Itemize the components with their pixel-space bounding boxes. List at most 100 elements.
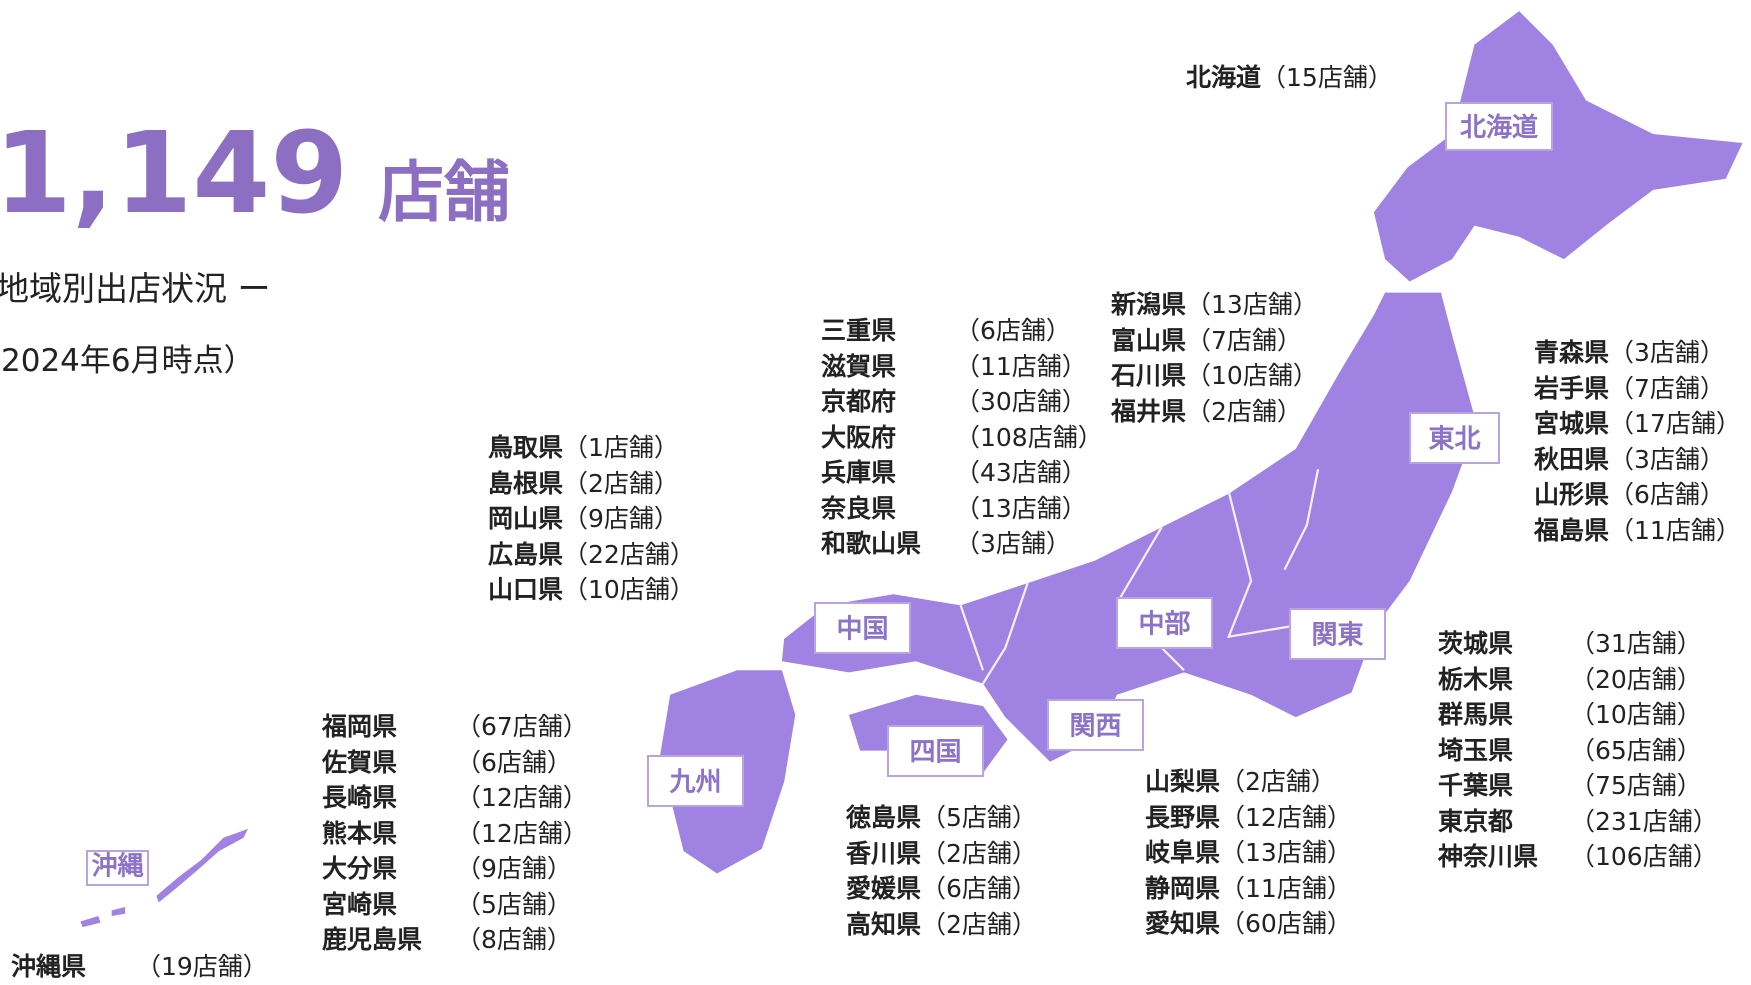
prefecture-name: 鹿児島県 — [322, 925, 423, 954]
prefecture-name: 三重県 — [821, 316, 897, 345]
prefecture-count: （15店舗） — [1261, 63, 1393, 92]
prefecture-row: 兵庫県 （43店舗） — [821, 455, 1103, 491]
prefecture-row: 青森県 （3店舗） — [1534, 335, 1741, 371]
prefecture-count: （6店舗） — [955, 316, 1071, 345]
prefecture-row: 滋賀県 （11店舗） — [821, 349, 1103, 385]
prefecture-name: 山形県 — [1534, 480, 1610, 509]
prefecture-group: 新潟県 （13店舗） 富山県 （7店舗） 石川県 （10店舗） 福井県 （2店舗） — [1111, 287, 1318, 429]
prefecture-name: 大分県 — [322, 854, 398, 883]
prefecture-row: 香川県 （2店舗） — [846, 836, 1037, 872]
prefecture-count: （1店舗） — [563, 433, 679, 462]
prefecture-name: 北海道 — [1186, 63, 1262, 92]
prefecture-count: （12店舗） — [456, 783, 588, 812]
prefecture-name: 徳島県 — [846, 803, 922, 832]
prefecture-count: （67店舗） — [456, 712, 588, 741]
prefecture-name: 群馬県 — [1438, 700, 1514, 729]
region-label: 中部 — [1138, 609, 1190, 639]
prefecture-row: 佐賀県 （6店舗） — [322, 745, 588, 781]
prefecture-count: （60店舗） — [1220, 909, 1352, 938]
prefecture-row: 福島県 （11店舗） — [1534, 513, 1741, 549]
total-unit: 店舗 — [378, 154, 510, 231]
region-box — [814, 602, 911, 654]
prefecture-name: 香川県 — [846, 838, 922, 868]
prefecture-group: 三重県 （6店舗） 滋賀県 （11店舗） 京都府 （30店舗） 大阪府 （108店舗） 兵庫県 （… — [821, 313, 1103, 562]
prefecture-name: 福島県 — [1534, 515, 1610, 545]
prefecture-row: 茨城県 （31店舗） — [1438, 626, 1718, 662]
prefecture-count: （2店舗） — [563, 468, 679, 498]
prefecture-row: 長崎県 （12店舗） — [322, 780, 588, 816]
prefecture-name: 宮城県 — [1534, 409, 1610, 438]
prefecture-name: 大阪府 — [821, 422, 897, 452]
prefecture-row: 福井県 （2店舗） — [1111, 394, 1318, 430]
prefecture-name: 佐賀県 — [322, 747, 398, 777]
prefecture-count: （12店舗） — [456, 818, 588, 848]
prefecture-row: 鳥取県 （1店舗） — [488, 430, 695, 466]
prefecture-group: 茨城県 （31店舗） 栃木県 （20店舗） 群馬県 （10店舗） 埼玉県 （65店舗） 千葉県 （… — [1438, 626, 1718, 875]
prefecture-row: 山形県 （6店舗） — [1534, 477, 1741, 513]
prefecture-row: 大阪府 （108店舗） — [821, 420, 1103, 456]
prefecture-name: 滋賀県 — [821, 351, 897, 381]
prefecture-row: 大分県 （9店舗） — [322, 851, 588, 887]
prefecture-name: 兵庫県 — [821, 458, 897, 487]
prefecture-group: 山梨県 （2店舗） 長野県 （12店舗） 岐阜県 （13店舗） 静岡県 （11店舗） 愛知県 （6… — [1145, 764, 1352, 942]
prefecture-group: 福岡県 （67店舗） 佐賀県 （6店舗） 長崎県 （12店舗） 熊本県 （12店舗） 大分県 （9… — [322, 709, 588, 958]
prefecture-count: （3店舗） — [1609, 444, 1725, 474]
prefecture-group: 青森県 （3店舗） 岩手県 （7店舗） 宮城県 （17店舗） 秋田県 （3店舗） 山形県 （6店舗… — [1534, 335, 1741, 548]
prefecture-row: 愛知県 （60店舗） — [1145, 906, 1352, 942]
prefecture-name: 福岡県 — [322, 712, 398, 741]
prefecture-count: （22店舗） — [563, 539, 695, 569]
prefecture-count: （13店舗） — [1220, 838, 1352, 867]
prefecture-name: 熊本県 — [322, 818, 398, 848]
prefecture-name: 奈良県 — [821, 493, 897, 523]
prefecture-count: （3店舗） — [955, 529, 1071, 558]
prefecture-row: 富山県 （7店舗） — [1111, 323, 1318, 359]
prefecture-name: 岐阜県 — [1145, 838, 1221, 867]
prefecture-row: 愛媛県 （6店舗） — [846, 871, 1037, 907]
prefecture-count: （6店舗） — [456, 747, 572, 777]
prefecture-count: （2店舗） — [1220, 767, 1336, 796]
region-label: 東北 — [1428, 424, 1480, 454]
prefecture-count: （30店舗） — [955, 387, 1087, 416]
prefecture-count: （10店舗） — [1186, 361, 1318, 390]
prefecture-row: 沖縄県 （19店舗） — [11, 949, 268, 985]
prefecture-row: 三重県 （6店舗） — [821, 313, 1103, 349]
prefecture-count: （7店舗） — [1186, 325, 1302, 355]
region-label: 沖縄 — [91, 851, 143, 881]
prefecture-count: （11店舗） — [955, 351, 1087, 381]
prefecture-name: 新潟県 — [1111, 290, 1187, 319]
prefecture-row: 神奈川県 （106店舗） — [1438, 839, 1718, 875]
prefecture-row: 京都府 （30店舗） — [821, 384, 1103, 420]
region-box — [1047, 699, 1144, 751]
date: （2024年6月時点） — [0, 343, 255, 379]
prefecture-name: 青森県 — [1534, 338, 1610, 367]
prefecture-count: （20店舗） — [1570, 664, 1702, 694]
region-box — [1116, 597, 1213, 649]
prefecture-group: 徳島県 （5店舗） 香川県 （2店舗） 愛媛県 （6店舗） 高知県 （2店舗） — [846, 800, 1037, 942]
prefecture-count: （231店舗） — [1570, 806, 1718, 836]
prefecture-name: 福井県 — [1111, 396, 1187, 426]
prefecture-count: （13店舗） — [1186, 290, 1318, 319]
prefecture-row: 福岡県 （67店舗） — [322, 709, 588, 745]
prefecture-row: 熊本県 （12店舗） — [322, 816, 588, 852]
prefecture-row: 岐阜県 （13店舗） — [1145, 835, 1352, 871]
prefecture-count: （5店舗） — [921, 803, 1037, 832]
prefecture-row: 岩手県 （7店舗） — [1534, 371, 1741, 407]
prefecture-count: （2店舗） — [921, 909, 1037, 939]
prefecture-row: 千葉県 （75店舗） — [1438, 768, 1718, 804]
prefecture-row: 高知県 （2店舗） — [846, 907, 1037, 943]
prefecture-row: 群馬県 （10店舗） — [1438, 697, 1718, 733]
prefecture-name: 京都府 — [821, 387, 897, 416]
prefecture-name: 愛媛県 — [846, 874, 922, 903]
region-label: 関西 — [1069, 711, 1121, 741]
prefecture-row: 長野県 （12店舗） — [1145, 800, 1352, 836]
region-box — [1289, 608, 1386, 660]
region-box — [887, 725, 984, 777]
prefecture-name: 和歌山県 — [821, 529, 922, 558]
prefecture-count: （31店舗） — [1570, 629, 1702, 658]
prefecture-name: 島根県 — [488, 468, 564, 498]
prefecture-count: （11店舗） — [1609, 515, 1741, 545]
prefecture-count: （6店舗） — [1609, 480, 1725, 509]
prefecture-row: 埼玉県 （65店舗） — [1438, 733, 1718, 769]
prefecture-count: （75店舗） — [1570, 771, 1702, 800]
